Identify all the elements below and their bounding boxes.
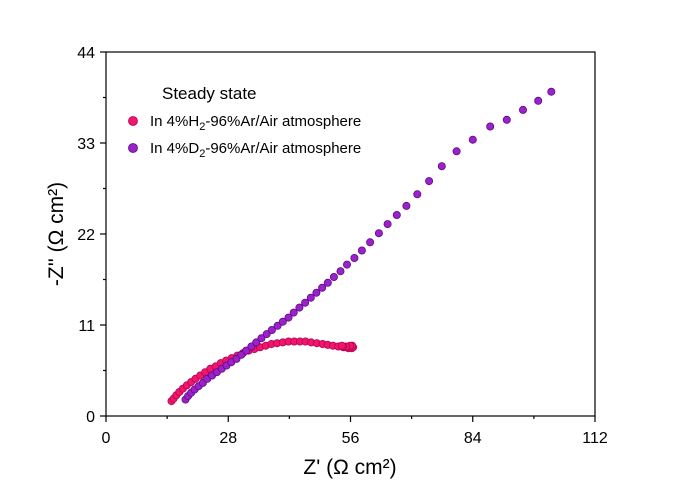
data-point xyxy=(413,190,422,199)
data-point xyxy=(519,105,528,114)
data-point xyxy=(336,267,345,276)
data-point xyxy=(350,253,359,262)
data-point xyxy=(329,272,338,281)
data-point xyxy=(242,346,251,355)
data-point xyxy=(312,288,321,297)
data-point xyxy=(374,229,383,238)
data-point xyxy=(452,147,461,156)
data-point xyxy=(486,122,495,131)
data-point xyxy=(267,325,276,334)
data-point xyxy=(301,298,310,307)
data-point xyxy=(342,260,351,269)
data-point xyxy=(278,317,287,326)
data-point xyxy=(257,334,266,343)
y-tick-label: 22 xyxy=(77,227,95,244)
data-point xyxy=(402,201,411,210)
legend-label-d2-b: -96%Ar/Air atmosphere xyxy=(205,140,361,157)
legend-label-h2-sub: 2 xyxy=(199,121,205,133)
y-axis-title: -Z'' (Ω cm²) xyxy=(45,182,68,286)
legend-label-h2-a: In 4%H xyxy=(150,113,199,130)
data-point xyxy=(318,283,327,292)
data-point xyxy=(383,220,392,229)
y-tick-label: 33 xyxy=(77,136,95,153)
x-tick-label: 84 xyxy=(464,430,482,447)
legend-label-d2-a: In 4%D xyxy=(150,140,199,157)
data-series xyxy=(167,87,556,406)
x-tick-label: 0 xyxy=(102,430,111,447)
data-point xyxy=(392,210,401,219)
y-tick-label: 44 xyxy=(77,45,95,62)
series-0 xyxy=(167,337,358,406)
y-tick-label: 0 xyxy=(86,409,95,426)
legend-title: Steady state xyxy=(162,84,257,103)
legend: Steady state In 4%H2-96%Ar/Air atmospher… xyxy=(128,84,361,160)
data-point xyxy=(366,238,375,247)
data-point xyxy=(357,246,366,255)
series-1 xyxy=(181,87,556,404)
y-axis-ticks: 0 11 22 33 44 xyxy=(77,45,106,426)
legend-label-h2-b: -96%Ar/Air atmosphere xyxy=(205,113,361,130)
data-point xyxy=(252,338,261,347)
legend-marker-h2 xyxy=(128,116,138,126)
x-tick-label: 28 xyxy=(219,430,237,447)
x-axis-title: Z' (Ω cm²) xyxy=(303,456,396,479)
legend-label-d2: In 4%D2-96%Ar/Air atmosphere xyxy=(150,140,361,160)
x-axis-ticks: 0 28 56 84 112 xyxy=(102,416,608,447)
data-point xyxy=(502,115,511,124)
data-point xyxy=(306,293,315,302)
data-point xyxy=(337,341,346,350)
data-point xyxy=(289,308,298,317)
legend-label-h2: In 4%H2-96%Ar/Air atmosphere xyxy=(150,113,361,133)
data-point xyxy=(295,303,304,312)
data-point xyxy=(323,278,332,287)
data-point xyxy=(547,87,556,96)
x-tick-label: 112 xyxy=(582,430,608,447)
data-point xyxy=(425,177,434,186)
legend-label-d2-sub: 2 xyxy=(199,148,205,160)
data-point xyxy=(273,321,282,330)
data-point xyxy=(437,162,446,171)
legend-marker-d2 xyxy=(128,143,138,153)
data-point xyxy=(284,313,293,322)
data-point xyxy=(534,96,543,105)
data-point xyxy=(262,330,271,339)
y-tick-label: 11 xyxy=(78,318,95,335)
data-point xyxy=(468,135,477,144)
x-tick-label: 56 xyxy=(342,430,360,447)
